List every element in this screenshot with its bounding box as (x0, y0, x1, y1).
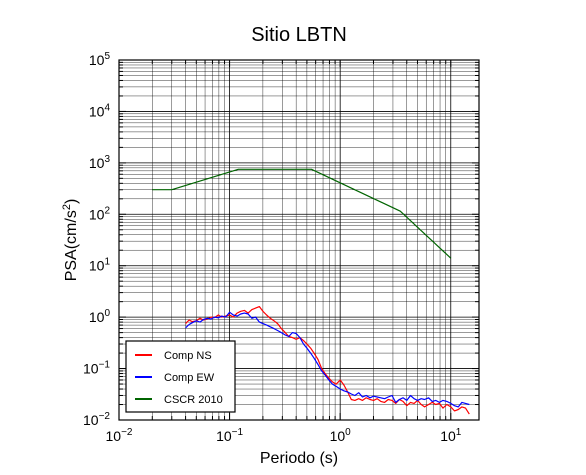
legend: Comp NS Comp EW CSCR 2010 (125, 340, 236, 413)
series-line-1 (185, 306, 470, 415)
series-line-2 (185, 311, 470, 408)
y-tick-label: 101 (89, 257, 111, 274)
y-tick-label: 10−2 (83, 411, 110, 428)
series-line-3 (152, 168, 452, 259)
y-tick-label: 103 (89, 154, 111, 171)
axis-ticks (118, 59, 479, 421)
y-tick-label: 100 (89, 308, 111, 325)
x-tick-labels: 10−2 10−1 100 101 (106, 427, 462, 444)
legend-label: Comp EW (164, 372, 215, 384)
series-layer (152, 168, 470, 415)
plot-frame (118, 59, 480, 421)
y-axis-label: PSA(cm/s2) (61, 199, 80, 282)
x-tick-label: 10−2 (106, 427, 133, 444)
y-tick-label: 10−1 (83, 360, 110, 377)
y-tick-label: 105 (89, 51, 111, 68)
x-tick-label: 10−1 (216, 427, 243, 444)
y-tick-labels: 10−2 10−1 100 101 102 103 104 105 (83, 51, 110, 428)
y-tick-label: 104 (89, 102, 111, 119)
x-axis-label: Periodo (s) (260, 450, 338, 467)
x-tick-label: 100 (330, 427, 352, 444)
chart-title: Sitio LBTN (251, 24, 347, 46)
x-tick-label: 101 (440, 427, 462, 444)
grid-lines (118, 59, 479, 421)
y-tick-label: 102 (89, 205, 111, 222)
y-axis-label-sup: 2 (61, 204, 73, 210)
legend-label: Comp NS (164, 350, 212, 362)
y-axis-label-base: PSA(cm/s (63, 210, 80, 281)
y-axis-label-close: ) (63, 199, 80, 204)
legend-label: CSCR 2010 (164, 394, 223, 406)
